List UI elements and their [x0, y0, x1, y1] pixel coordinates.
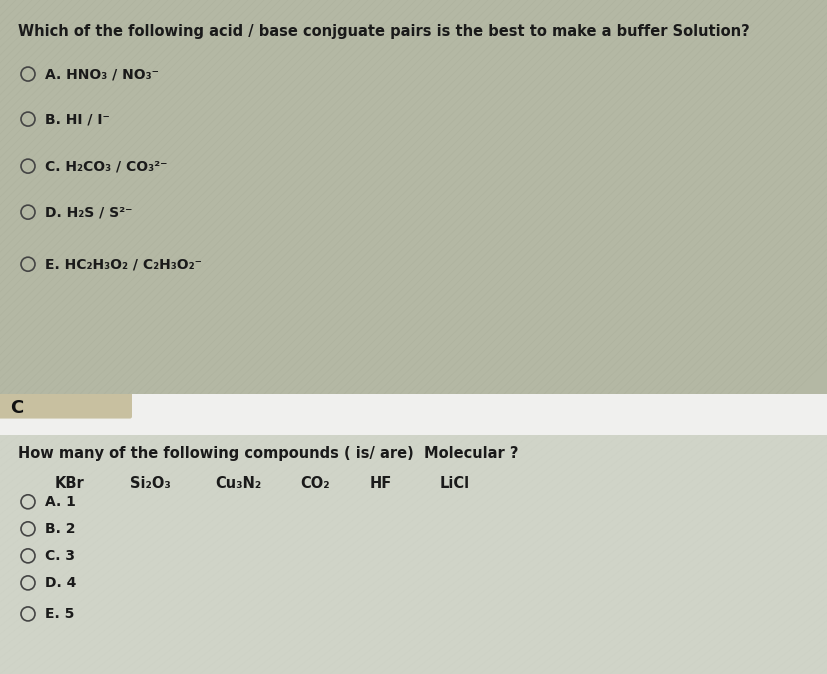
- Text: KBr: KBr: [55, 476, 84, 491]
- Text: HF: HF: [370, 476, 392, 491]
- Text: D. H₂S / S²⁻: D. H₂S / S²⁻: [45, 205, 132, 219]
- Text: Cu₃N₂: Cu₃N₂: [215, 476, 261, 491]
- Text: E. 5: E. 5: [45, 607, 74, 621]
- Text: C. 3: C. 3: [45, 549, 75, 563]
- Text: D. 4: D. 4: [45, 576, 76, 590]
- Text: How many of the following compounds ( is/ are)  Molecular ?: How many of the following compounds ( is…: [18, 446, 519, 461]
- Text: A. HNO₃ / NO₃⁻: A. HNO₃ / NO₃⁻: [45, 67, 159, 81]
- Text: E. HC₂H₃O₂ / C₂H₃O₂⁻: E. HC₂H₃O₂ / C₂H₃O₂⁻: [45, 257, 202, 271]
- Text: B. HI / I⁻: B. HI / I⁻: [45, 112, 110, 126]
- Text: C: C: [10, 399, 23, 417]
- Text: C. H₂CO₃ / CO₃²⁻: C. H₂CO₃ / CO₃²⁻: [45, 159, 168, 173]
- Text: Si₂O₃: Si₂O₃: [130, 476, 170, 491]
- Text: A. 1: A. 1: [45, 495, 76, 509]
- FancyBboxPatch shape: [0, 392, 132, 419]
- Text: LiCl: LiCl: [440, 476, 470, 491]
- Text: CO₂: CO₂: [300, 476, 330, 491]
- Text: Which of the following acid / base conjguate pairs is the best to make a buffer : Which of the following acid / base conjg…: [18, 24, 750, 39]
- Text: B. 2: B. 2: [45, 522, 75, 536]
